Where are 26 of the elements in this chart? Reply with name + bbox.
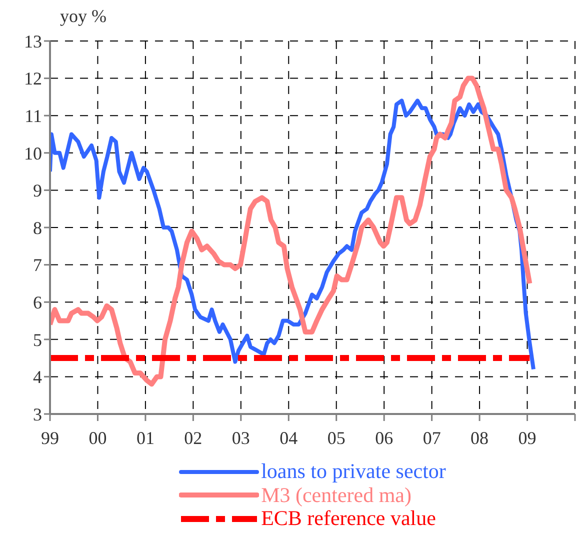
x-tick-label: 03	[232, 428, 250, 448]
y-tick-label: 6	[33, 292, 42, 312]
y-tick-label: 5	[33, 330, 42, 350]
y-tick-label: 7	[33, 255, 42, 276]
y-tick-label: 12	[24, 68, 42, 89]
y-tick-label: 4	[33, 367, 42, 388]
y-tick-label: 9	[33, 180, 42, 201]
y-tick-label: 10	[24, 143, 42, 164]
x-tick-label: 06	[375, 428, 394, 448]
legend-label: ECB reference value	[261, 506, 436, 530]
y-axis-title: yoy %	[60, 6, 106, 27]
legend-label: M3 (centered ma)	[261, 482, 412, 507]
y-tick-label: 3	[33, 404, 42, 424]
y-tick-label: 11	[24, 106, 42, 126]
y-tick-label: 13	[24, 31, 42, 52]
x-tick-label: 01	[136, 428, 154, 448]
x-tick-label: 00	[88, 428, 107, 448]
y-tick-label: 8	[33, 218, 42, 238]
legend-label: loans to private sector	[261, 459, 446, 484]
x-tick-label: 99	[41, 428, 59, 448]
x-tick-label: 08	[470, 428, 489, 448]
x-tick-label: 05	[327, 428, 346, 448]
x-tick-label: 04	[280, 428, 298, 448]
x-tick-label: 09	[518, 428, 536, 448]
x-tick-label: 02	[184, 428, 202, 448]
x-tick-label: 07	[422, 428, 441, 448]
